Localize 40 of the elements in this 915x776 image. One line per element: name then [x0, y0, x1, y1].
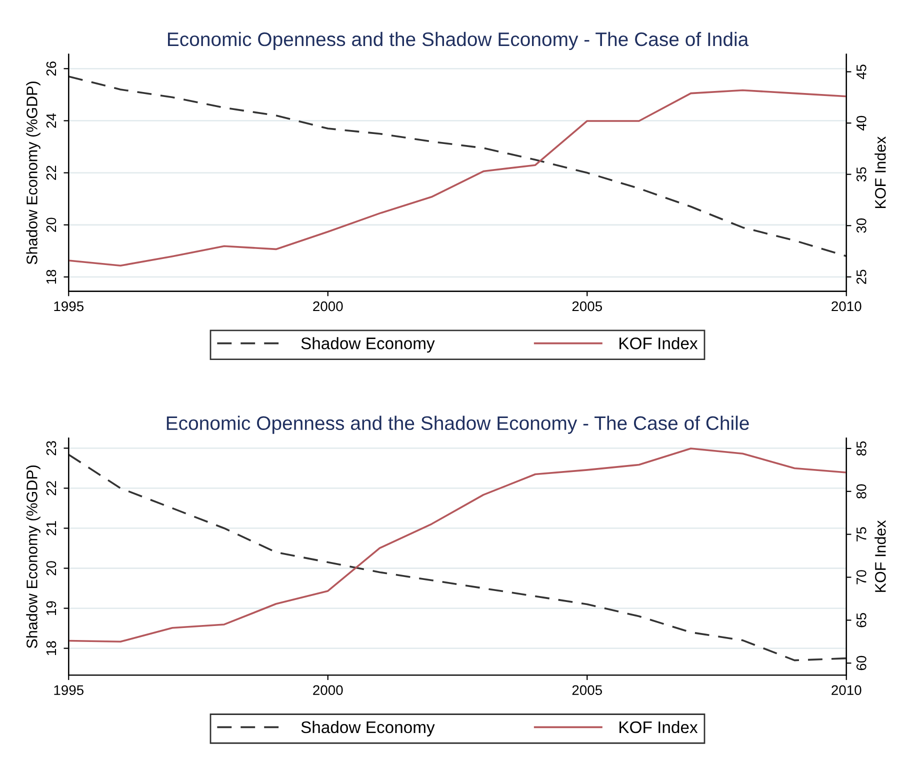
y-tick-label: 22: [46, 481, 56, 496]
y-tick-label: 24: [46, 113, 56, 128]
y-tick-label: 19: [46, 601, 56, 615]
x-tick-label: 2010: [832, 685, 862, 696]
y-axis-title: Shadow Economy (%GDP): [26, 465, 40, 648]
chart-title: Economic Openness and the Shadow Economy - The Case of Chile: [166, 416, 749, 434]
y2-tick-label: 60: [856, 656, 866, 670]
y2-axis-title: KOF Index: [874, 136, 886, 208]
y-tick-label: 20: [46, 561, 56, 576]
y2-tick-label: 65: [856, 613, 866, 628]
y-tick-label: 23: [46, 441, 56, 456]
x-tick-label: 2000: [313, 685, 343, 696]
y-axis-title: Shadow Economy (%GDP): [26, 82, 40, 264]
y2-tick-label: 70: [856, 570, 866, 584]
y-tick-label: 26: [46, 62, 56, 76]
legend-label: KOF Index: [620, 337, 698, 350]
legend-label: Shadow Economy: [301, 720, 435, 736]
y2-tick-label: 40: [856, 116, 866, 130]
y2-axis-title: KOF Index: [874, 520, 886, 592]
y-tick-label: 21: [46, 521, 56, 536]
x-tick-label: 2010: [832, 301, 862, 312]
y2-tick-label: 25: [856, 270, 866, 284]
y2-tick-label: 35: [856, 167, 866, 182]
y2-tick-label: 80: [856, 484, 866, 499]
chart-title: Economic Openness and the Shadow Economy - The Case of India: [168, 32, 749, 50]
legend-label: KOF Index: [620, 720, 698, 734]
x-tick-label: 1995: [54, 301, 84, 312]
y-tick-label: 18: [46, 270, 56, 284]
y-tick-label: 20: [46, 218, 56, 232]
x-tick-label: 2005: [572, 301, 602, 312]
legend-label: Shadow Economy: [301, 337, 435, 353]
y2-tick-label: 30: [856, 218, 866, 233]
y-tick-label: 22: [46, 166, 56, 180]
x-tick-label: 1995: [54, 685, 84, 696]
y2-tick-label: 45: [856, 64, 866, 80]
x-tick-label: 2000: [313, 301, 343, 312]
x-tick-label: 2005: [572, 685, 602, 696]
y-tick-label: 18: [46, 641, 56, 655]
y2-tick-label: 85: [856, 441, 866, 456]
y2-tick-label: 75: [856, 527, 866, 542]
